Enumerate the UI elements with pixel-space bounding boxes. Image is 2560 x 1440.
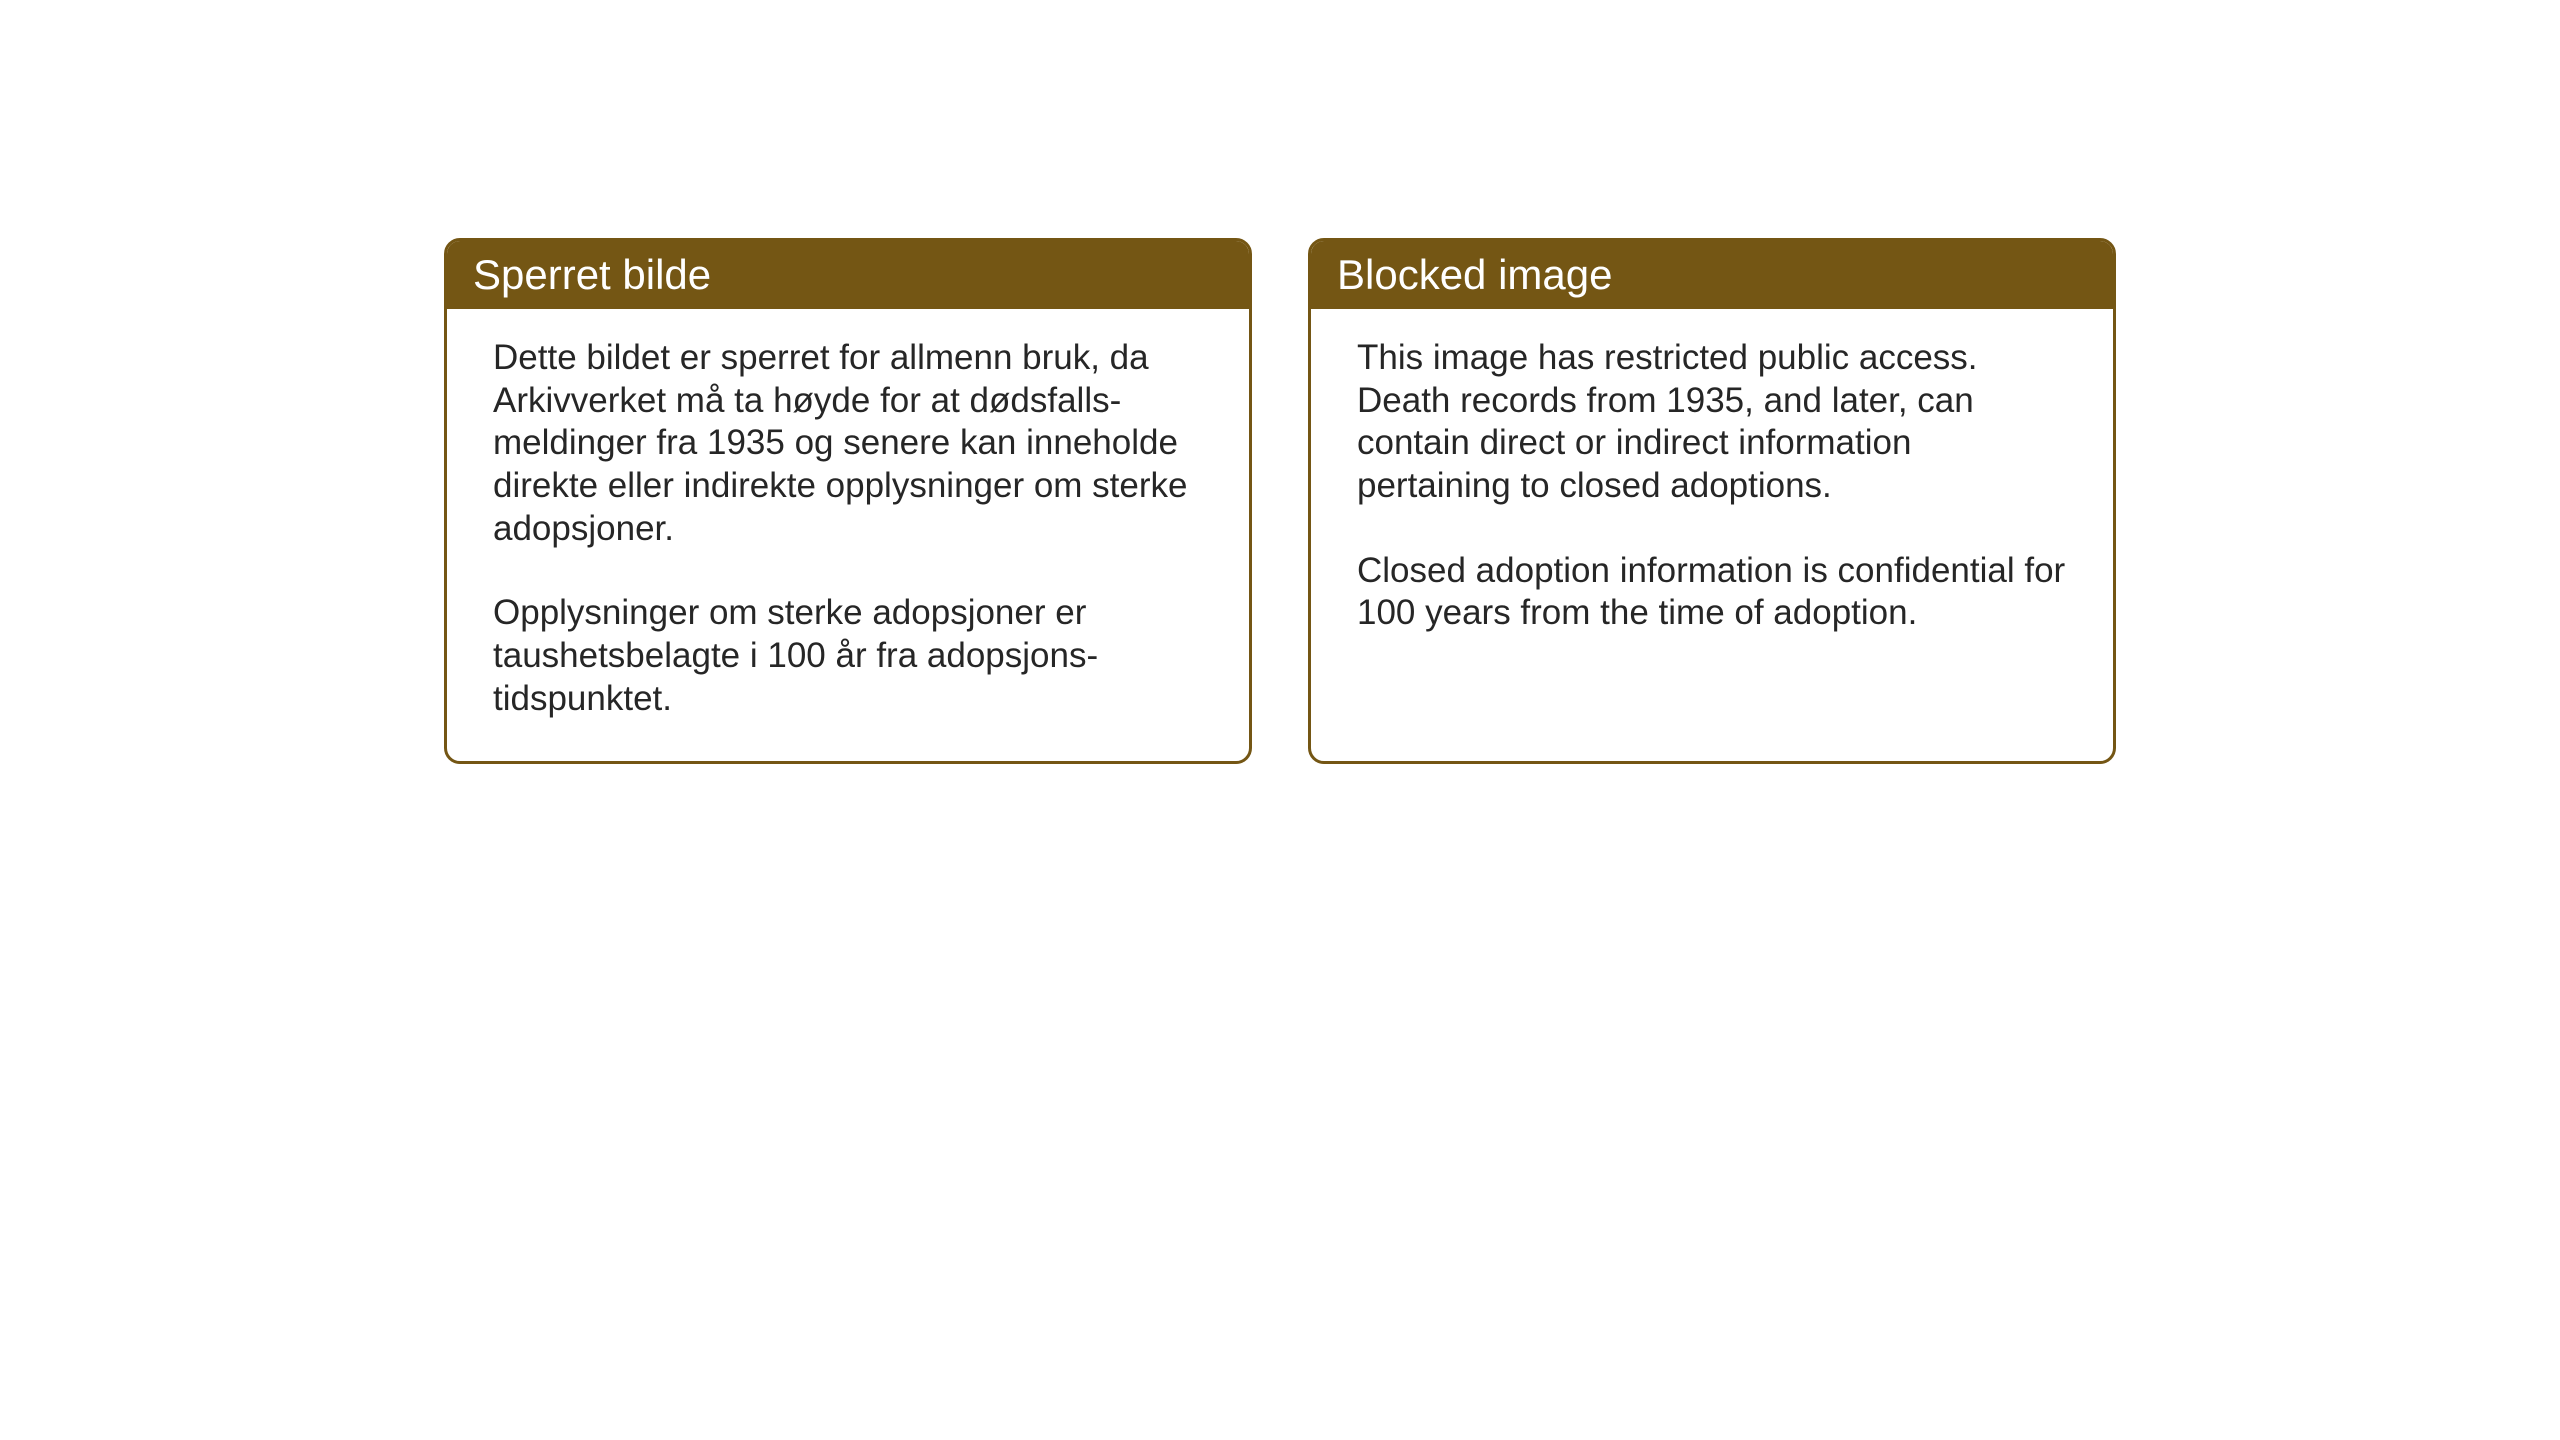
card-paragraph-1-english: This image has restricted public access.… [1357, 337, 2067, 508]
card-paragraph-2-norwegian: Opplysninger om sterke adopsjoner er tau… [493, 592, 1203, 720]
card-norwegian: Sperret bilde Dette bildet er sperret fo… [444, 238, 1252, 764]
card-title-english: Blocked image [1337, 251, 1612, 298]
card-english: Blocked image This image has restricted … [1308, 238, 2116, 764]
card-paragraph-1-norwegian: Dette bildet er sperret for allmenn bruk… [493, 337, 1203, 550]
card-header-norwegian: Sperret bilde [447, 241, 1249, 309]
card-body-english: This image has restricted public access.… [1311, 309, 2113, 675]
card-body-norwegian: Dette bildet er sperret for allmenn bruk… [447, 309, 1249, 761]
cards-container: Sperret bilde Dette bildet er sperret fo… [444, 238, 2116, 764]
card-title-norwegian: Sperret bilde [473, 251, 711, 298]
card-paragraph-2-english: Closed adoption information is confident… [1357, 550, 2067, 635]
card-header-english: Blocked image [1311, 241, 2113, 309]
